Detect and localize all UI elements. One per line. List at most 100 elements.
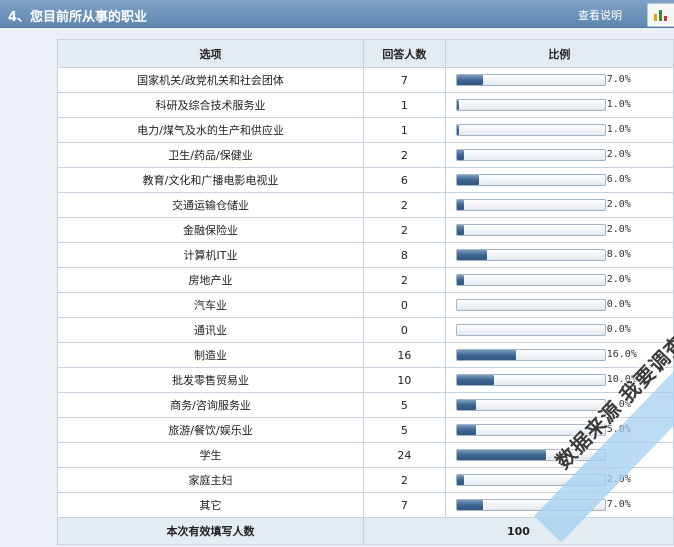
table-row: 批发零售贸易业 10 10.0% [57, 367, 674, 393]
response-count: 6 [362, 167, 446, 193]
progress-bar [455, 424, 606, 436]
chart-view-button[interactable] [647, 3, 674, 27]
progress-bar [455, 274, 606, 286]
table-header-row: 选项 回答人数 比例 [57, 39, 674, 68]
ratio-percent: 2.0% [606, 199, 631, 210]
response-count: 5 [362, 417, 446, 443]
ratio-cell: 2.0% [444, 142, 674, 168]
ratio-percent: 0.0% [606, 299, 631, 310]
table-row: 国家机关/政党机关和社会团体 7 7.0% [57, 67, 674, 93]
header-ratio: 比例 [444, 39, 674, 68]
ratio-cell: 1.0% [444, 117, 674, 143]
progress-fill [456, 125, 459, 135]
table-row: 商务/咨询服务业 5 5.0% [57, 392, 674, 418]
option-label: 科研及综合技术服务业 [57, 92, 364, 118]
table-row: 电力/煤气及水的生产和供应业 1 1.0% [57, 117, 674, 143]
ratio-cell: 8.0% [444, 242, 674, 268]
option-label: 房地产业 [57, 267, 364, 293]
header-count: 回答人数 [362, 39, 446, 68]
header-option: 选项 [57, 39, 364, 68]
ratio-percent: 1.0% [606, 124, 631, 135]
option-label: 交通运输仓储业 [57, 192, 364, 218]
ratio-cell: 1.0% [444, 92, 674, 118]
progress-fill [456, 75, 483, 85]
ratio-percent: 16.0% [606, 349, 637, 360]
table-row: 制造业 16 16.0% [57, 342, 674, 368]
ratio-percent: 7.0% [606, 74, 631, 85]
ratio-cell: 0.0% [444, 317, 674, 343]
progress-fill [456, 475, 464, 485]
table-row: 金融保险业 2 2.0% [57, 217, 674, 243]
total-count: 100 [362, 517, 674, 545]
option-label: 学生 [57, 442, 364, 468]
table-row: 通讯业 0 0.0% [57, 317, 674, 343]
ratio-cell: 2.0% [444, 192, 674, 218]
progress-fill [456, 450, 546, 460]
progress-bar [455, 99, 606, 111]
progress-fill [456, 275, 464, 285]
option-label: 家庭主妇 [57, 467, 364, 493]
table-row: 房地产业 2 2.0% [57, 267, 674, 293]
option-label: 旅游/餐饮/娱乐业 [57, 417, 364, 443]
option-label: 电力/煤气及水的生产和供应业 [57, 117, 364, 143]
ratio-percent: 5.0% [606, 399, 631, 410]
table-row: 计算机IT业 8 8.0% [57, 242, 674, 268]
response-count: 7 [362, 492, 446, 518]
progress-fill [456, 175, 479, 185]
response-count: 0 [362, 317, 446, 343]
progress-bar [455, 174, 606, 186]
ratio-percent: 2.0% [606, 274, 631, 285]
ratio-percent: 2.0% [606, 149, 631, 160]
option-label: 教育/文化和广播电影电视业 [57, 167, 364, 193]
progress-bar [455, 299, 606, 311]
response-count: 10 [362, 367, 446, 393]
option-label: 商务/咨询服务业 [57, 392, 364, 418]
response-count: 24 [362, 442, 446, 468]
ratio-percent: 7.0% [606, 499, 631, 510]
response-count: 2 [362, 192, 446, 218]
option-label: 汽车业 [57, 292, 364, 318]
option-label: 其它 [57, 492, 364, 518]
ratio-cell: 2.0% [444, 267, 674, 293]
response-count: 7 [362, 67, 446, 93]
ratio-percent: 8.0% [606, 249, 631, 260]
ratio-cell: 7.0% [444, 67, 674, 93]
response-count: 2 [362, 217, 446, 243]
ratio-cell: 10.0% [444, 367, 674, 393]
option-label: 计算机IT业 [57, 242, 364, 268]
ratio-cell: 2.0% [444, 217, 674, 243]
results-table: 选项 回答人数 比例 国家机关/政党机关和社会团体 7 7.0% 科研及综合技术服务业… [57, 39, 674, 545]
total-row: 本次有效填写人数 100 [57, 517, 674, 545]
option-label: 卫生/药品/保健业 [57, 142, 364, 168]
progress-bar [455, 124, 606, 136]
option-label: 金融保险业 [57, 217, 364, 243]
option-label: 国家机关/政党机关和社会团体 [57, 67, 364, 93]
progress-bar [455, 149, 606, 161]
table-row: 卫生/药品/保健业 2 2.0% [57, 142, 674, 168]
progress-bar [455, 399, 606, 411]
ratio-percent: 0.0% [606, 324, 631, 335]
progress-bar [455, 374, 606, 386]
progress-bar [455, 74, 606, 86]
option-label: 制造业 [57, 342, 364, 368]
ratio-cell: 0.0% [444, 292, 674, 318]
response-count: 5 [362, 392, 446, 418]
progress-bar [455, 224, 606, 236]
response-count: 1 [362, 117, 446, 143]
ratio-percent: 10.0% [606, 374, 637, 385]
ratio-percent: 2.0% [606, 224, 631, 235]
ratio-percent: 1.0% [606, 99, 631, 110]
progress-fill [456, 250, 487, 260]
table-row: 科研及综合技术服务业 1 1.0% [57, 92, 674, 118]
table-row: 汽车业 0 0.0% [57, 292, 674, 318]
progress-fill [456, 150, 464, 160]
progress-fill [456, 400, 476, 410]
response-count: 1 [362, 92, 446, 118]
bar-chart-icon [654, 10, 667, 21]
option-label: 通讯业 [57, 317, 364, 343]
response-count: 16 [362, 342, 446, 368]
help-link[interactable]: 查看说明 [578, 9, 622, 22]
question-header: 4、您目前所从事的职业 查看说明 [0, 0, 674, 28]
progress-fill [456, 100, 459, 110]
ratio-cell: 5.0% [444, 392, 674, 418]
